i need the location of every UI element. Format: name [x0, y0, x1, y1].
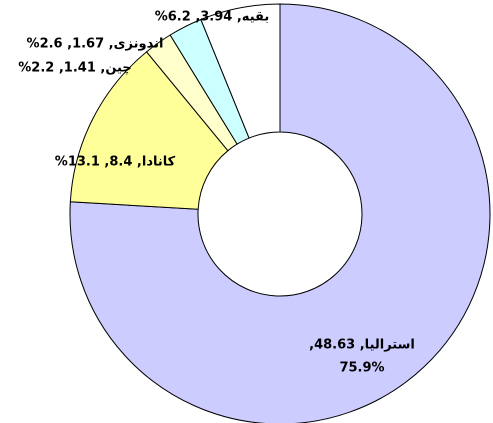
donut-slice — [69, 51, 229, 210]
data-label: اندونزی, 1.67, 2.6% — [27, 37, 164, 52]
donut-slice — [69, 3, 491, 423]
donut-slice — [200, 3, 281, 139]
data-label: کانادا, 8.4, 13.1% — [55, 155, 176, 170]
data-label: 75.9% — [339, 361, 384, 376]
data-label: استرالیا, 48.63, — [309, 338, 415, 353]
data-label: چین, 1.41, 2.2% — [18, 61, 131, 76]
data-label: بقیه, 3.94, 6.2% — [155, 10, 270, 25]
